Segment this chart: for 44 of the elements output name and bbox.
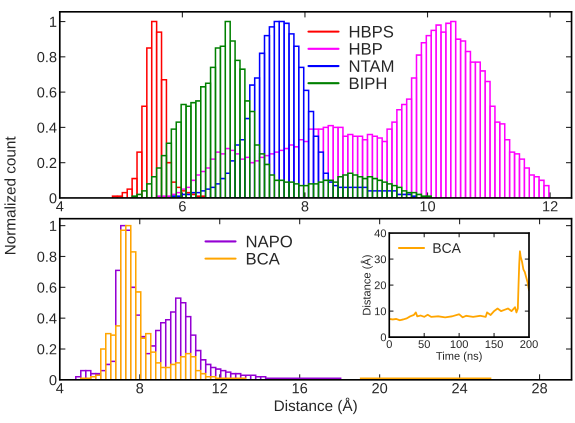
y-tick-label: 1 — [50, 220, 56, 231]
x-tick-label: 8 — [136, 383, 144, 394]
y-tick-label: 0.6 — [37, 282, 56, 293]
y-tick-label: 1 — [50, 16, 56, 27]
legend-label: HBPS — [350, 26, 394, 38]
x-tick-label: 150 — [486, 340, 503, 348]
x-axis-title: Distance (Å) — [274, 398, 357, 414]
y-tick-label: 0 — [380, 333, 386, 342]
x-tick-label: 28 — [532, 383, 548, 394]
y-tick-label: 0.6 — [37, 87, 56, 98]
y-tick-label: 0.2 — [37, 344, 56, 354]
x-tick-label: 50 — [418, 340, 430, 348]
y-axis-title: Distance (Å) — [360, 255, 373, 315]
legend-label: BIPH — [350, 78, 386, 90]
y-tick-label: 0.8 — [37, 52, 56, 62]
x-tick-label: 16 — [292, 383, 308, 394]
x-tick-label: 10 — [420, 201, 436, 212]
y-tick-label: 20 — [374, 281, 386, 290]
y-tick-label: 30 — [374, 255, 386, 264]
x-tick-label: 200 — [520, 340, 538, 348]
x-axis-title: Time (ns) — [436, 352, 482, 362]
x-tick-label: 100 — [450, 340, 468, 348]
x-tick-label: 8 — [302, 201, 308, 212]
y-tick-label: 0.2 — [37, 158, 56, 168]
x-tick-label: 24 — [452, 383, 468, 394]
y-tick-label: 0.8 — [37, 252, 56, 262]
y-tick-label: 0.4 — [37, 122, 57, 133]
y-tick-label: 0 — [49, 374, 56, 386]
x-tick-label: 12 — [543, 201, 558, 212]
legend-label: NTAM — [350, 60, 394, 72]
y-tick-label: 0.4 — [37, 313, 57, 324]
x-tick-label: 6 — [179, 201, 186, 212]
x-tick-label: 0 — [386, 340, 392, 348]
x-tick-label: 12 — [212, 383, 228, 394]
legend-label: HBP — [350, 43, 382, 55]
y-tick-label: 40 — [374, 229, 386, 238]
y-tick-label: 10 — [374, 307, 386, 316]
y-tick-label: 0 — [49, 193, 56, 204]
x-tick-label: 4 — [56, 383, 64, 394]
legend-label: BCA — [246, 252, 280, 265]
legend-label: BCA — [433, 243, 461, 253]
x-tick-label: 4 — [56, 201, 64, 212]
legend-label: NAPO — [246, 236, 292, 248]
y-axis-title: Normalized count — [4, 136, 16, 254]
